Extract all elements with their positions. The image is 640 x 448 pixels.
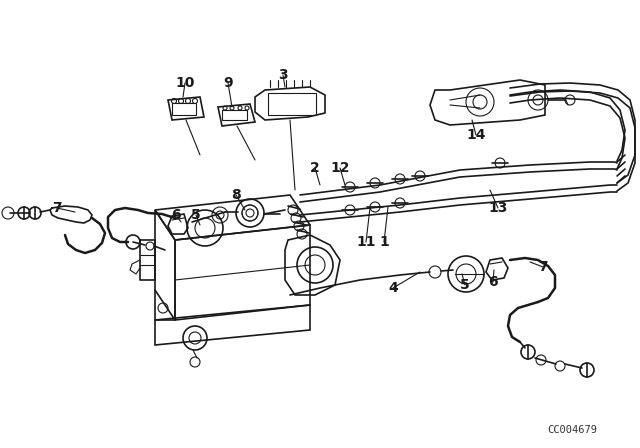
Text: 3: 3 [278,68,288,82]
Text: 13: 13 [488,201,508,215]
Text: 7: 7 [52,201,62,215]
Text: 9: 9 [223,76,233,90]
Text: 6: 6 [171,208,181,222]
Text: 8: 8 [231,188,241,202]
Text: 12: 12 [330,161,349,175]
Text: CC004679: CC004679 [547,425,597,435]
Bar [172,103,196,115]
Text: 7: 7 [538,260,548,274]
Text: 1: 1 [379,235,389,249]
Text: 5: 5 [191,208,201,222]
Text: 14: 14 [467,128,486,142]
Text: 10: 10 [175,76,195,90]
Bar [268,93,316,115]
Text: 2: 2 [310,161,320,175]
Text: 6: 6 [488,275,498,289]
Bar [222,110,247,120]
Text: 4: 4 [388,281,398,295]
Text: 5: 5 [460,278,470,292]
Text: 11: 11 [356,235,376,249]
